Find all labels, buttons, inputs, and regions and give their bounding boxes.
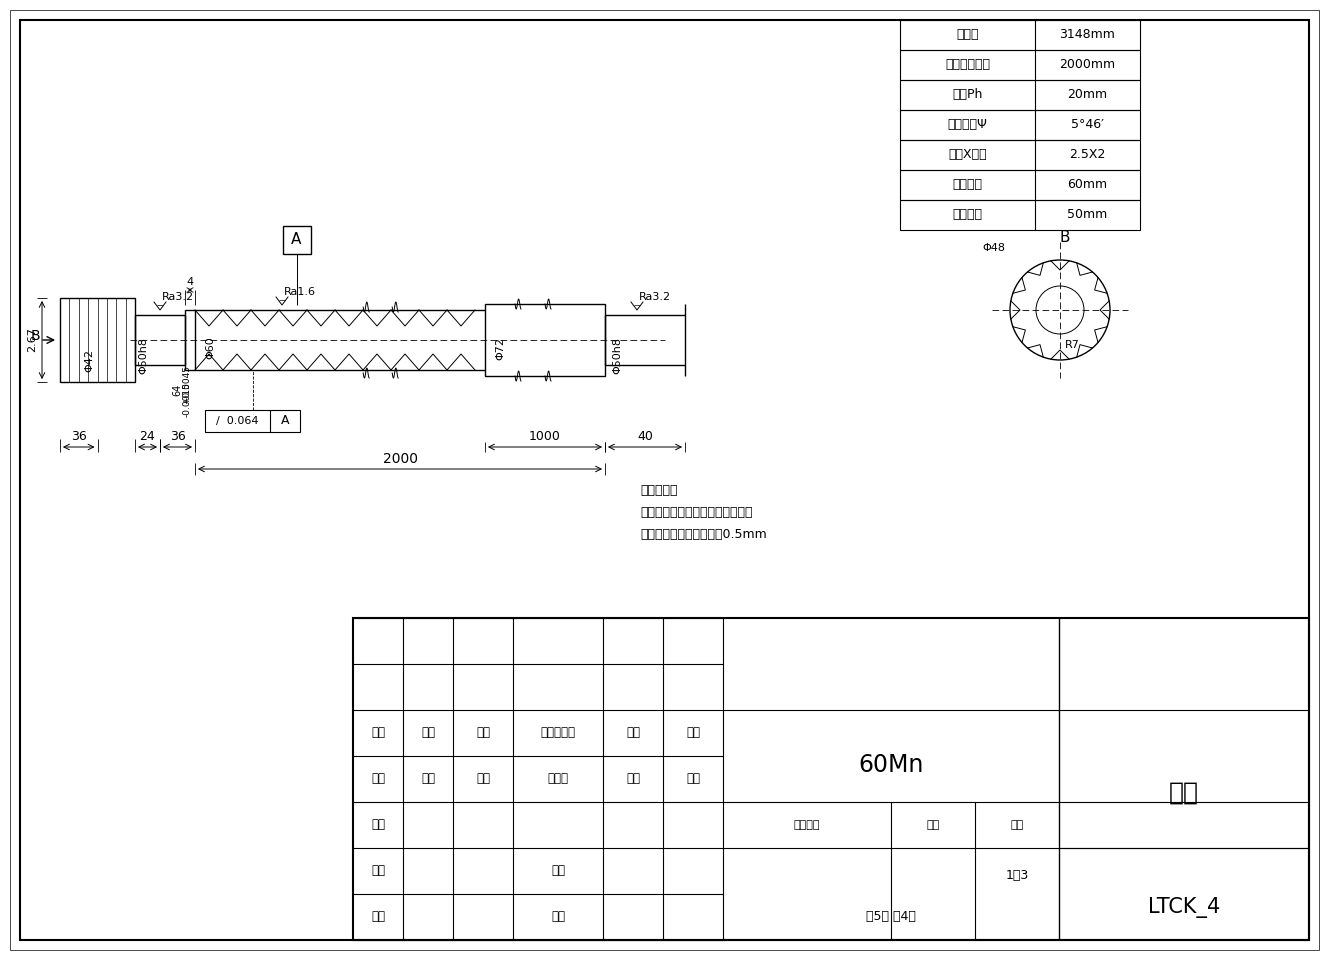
Text: 标准化: 标准化 [548, 773, 569, 785]
Text: 总长度: 总长度 [957, 29, 978, 41]
Text: 圈数X列数: 圈数X列数 [948, 149, 987, 161]
Text: 2.5X2: 2.5X2 [1070, 149, 1106, 161]
Text: 比例: 比例 [1010, 820, 1023, 830]
Text: 丝杆: 丝杆 [1170, 780, 1199, 804]
Text: -0.0015: -0.0015 [182, 383, 191, 418]
Text: 日期: 日期 [686, 727, 700, 739]
Text: 分区: 分区 [476, 727, 490, 739]
Bar [900, 80, 1140, 110]
Text: LTCK_4: LTCK_4 [1148, 898, 1220, 919]
Text: 40: 40 [637, 430, 653, 444]
Text: 20mm: 20mm [1067, 88, 1107, 102]
Bar [900, 140, 1140, 170]
Text: Ra3.2: Ra3.2 [639, 292, 671, 302]
Text: 技术要求：: 技术要求： [641, 484, 678, 496]
Text: 2000mm: 2000mm [1059, 59, 1115, 71]
Text: 有效工作长度: 有效工作长度 [945, 59, 990, 71]
Text: 标记: 标记 [371, 727, 385, 739]
Bar [60, 298, 136, 382]
Text: Ra1.6: Ra1.6 [284, 287, 316, 297]
Text: 60Mn: 60Mn [859, 754, 924, 778]
Text: ∕  0.064: ∕ 0.064 [215, 416, 258, 426]
Bar [283, 226, 311, 254]
Text: 阶段标记: 阶段标记 [793, 820, 820, 830]
Text: R7: R7 [1065, 340, 1079, 350]
Text: A: A [291, 232, 302, 248]
Text: B: B [31, 329, 40, 343]
Text: Φ60: Φ60 [205, 337, 215, 359]
Text: Φ48: Φ48 [982, 243, 1005, 253]
Bar [900, 170, 1140, 200]
Text: Φ50h8: Φ50h8 [611, 337, 622, 373]
Text: 螺杆大径: 螺杆大径 [953, 179, 982, 191]
Bar [185, 310, 195, 370]
Bar [900, 200, 1140, 230]
Text: 签名: 签名 [421, 773, 435, 785]
Text: Φ42: Φ42 [85, 348, 94, 372]
Bar [900, 50, 1140, 80]
Text: 24: 24 [140, 430, 155, 444]
Text: 批准: 批准 [552, 910, 565, 924]
Text: 2.67: 2.67 [27, 327, 37, 352]
Text: 热处理：高、中频加热，表面淡火: 热处理：高、中频加热，表面淡火 [641, 506, 752, 518]
Bar [605, 315, 684, 365]
Text: 3148mm: 3148mm [1059, 29, 1115, 41]
Bar [354, 618, 1309, 940]
Text: +0.0045: +0.0045 [182, 366, 191, 404]
Text: 4: 4 [186, 277, 194, 287]
Text: Φ72: Φ72 [494, 337, 505, 359]
Text: 更改文件号: 更改文件号 [541, 727, 575, 739]
Text: Ra3.2: Ra3.2 [162, 292, 194, 302]
Bar [205, 410, 300, 432]
Text: 50mm: 50mm [1067, 208, 1107, 222]
Text: 日期: 日期 [476, 773, 490, 785]
Bar [136, 315, 185, 365]
Text: 共5张 第4张: 共5张 第4张 [867, 910, 916, 924]
Text: 36: 36 [170, 430, 185, 444]
Text: 工艺: 工艺 [371, 910, 385, 924]
Text: 校对: 校对 [371, 819, 385, 831]
Text: 重量: 重量 [926, 820, 940, 830]
Text: 64: 64 [171, 384, 182, 396]
Text: 学号: 学号 [552, 865, 565, 877]
Text: A: A [280, 415, 290, 427]
Text: 贺纹升角Ψ: 贺纹升角Ψ [948, 118, 987, 132]
Text: Φ50h8: Φ50h8 [138, 337, 148, 373]
Text: 签名: 签名 [626, 727, 641, 739]
Text: 设计: 设计 [371, 773, 385, 785]
Text: 台阶处未标注圆角半径为0.5mm: 台阶处未标注圆角半径为0.5mm [641, 527, 767, 540]
Text: 5°46′: 5°46′ [1071, 118, 1104, 132]
Text: 60mm: 60mm [1067, 179, 1107, 191]
Bar [900, 20, 1140, 50]
Text: 审核: 审核 [371, 865, 385, 877]
Bar [900, 110, 1140, 140]
Text: 1：3: 1：3 [1005, 869, 1029, 882]
Text: 36: 36 [70, 430, 86, 444]
Text: B: B [1059, 230, 1070, 246]
Bar [485, 304, 605, 376]
Text: 2000: 2000 [383, 452, 417, 466]
Text: 螺杆小径: 螺杆小径 [953, 208, 982, 222]
Text: 1000: 1000 [529, 430, 561, 444]
Text: 导程Ph: 导程Ph [953, 88, 982, 102]
Text: 日期: 日期 [686, 773, 700, 785]
Text: 处数: 处数 [421, 727, 435, 739]
Text: 签名: 签名 [626, 773, 641, 785]
